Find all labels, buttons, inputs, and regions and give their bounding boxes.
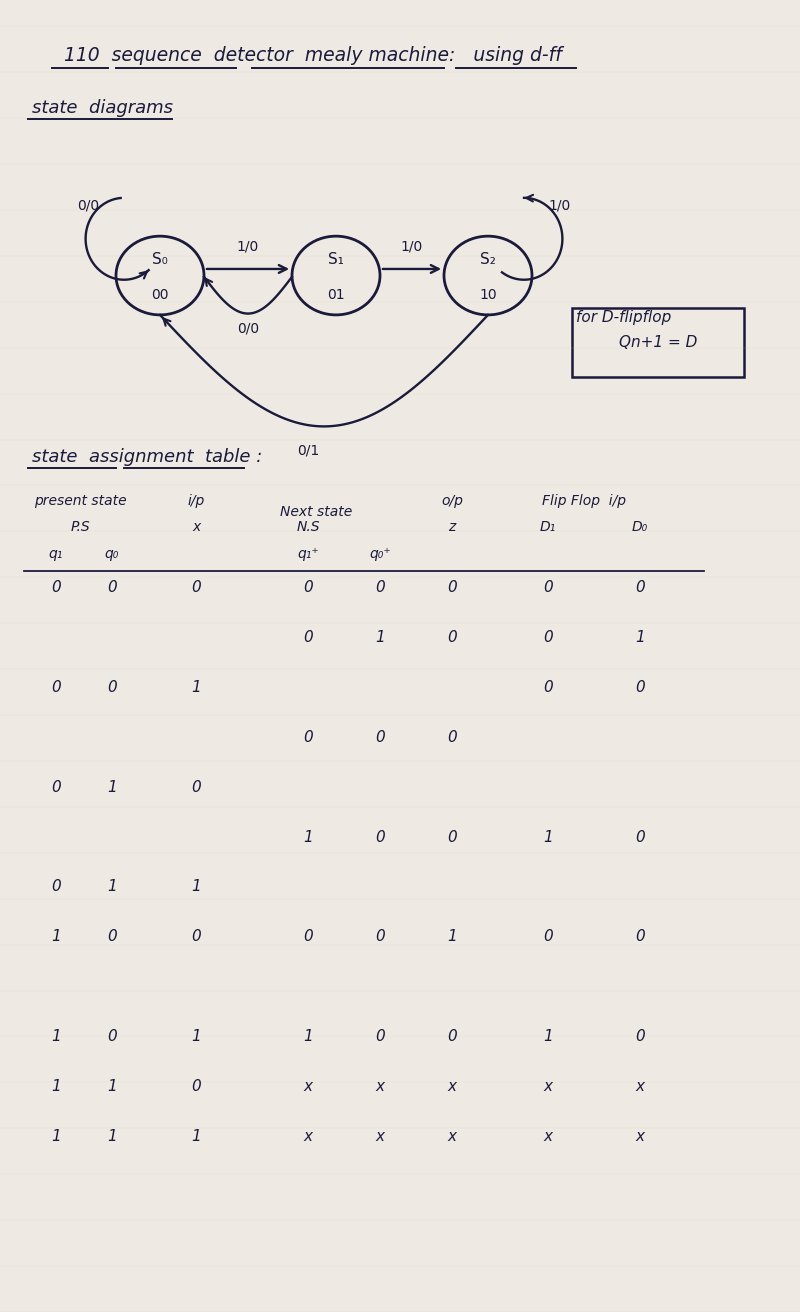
Text: 0/0: 0/0 xyxy=(237,321,259,335)
Text: 0: 0 xyxy=(375,829,385,845)
Text: q₁⁺: q₁⁺ xyxy=(297,547,319,560)
Text: S₂: S₂ xyxy=(480,252,496,268)
Text: 0: 0 xyxy=(635,580,645,596)
Text: 0: 0 xyxy=(543,680,553,695)
Text: 00: 00 xyxy=(151,289,169,302)
Text: 1: 1 xyxy=(375,630,385,646)
Text: x: x xyxy=(543,1078,553,1094)
Text: 1: 1 xyxy=(107,1128,117,1144)
Text: state  diagrams: state diagrams xyxy=(32,98,173,117)
Text: z: z xyxy=(448,521,456,534)
Text: 0: 0 xyxy=(635,829,645,845)
Text: N.S: N.S xyxy=(296,521,320,534)
Text: x: x xyxy=(303,1078,313,1094)
Text: x: x xyxy=(303,1128,313,1144)
Text: x: x xyxy=(635,1128,645,1144)
Text: 1/0: 1/0 xyxy=(549,199,571,213)
Text: 0: 0 xyxy=(51,680,61,695)
Text: 1: 1 xyxy=(191,1029,201,1044)
Text: 0: 0 xyxy=(375,580,385,596)
Text: q₀⁺: q₀⁺ xyxy=(369,547,391,560)
Text: 0: 0 xyxy=(447,630,457,646)
Text: 0: 0 xyxy=(543,929,553,945)
Text: 0: 0 xyxy=(375,929,385,945)
Text: 1: 1 xyxy=(51,1078,61,1094)
Text: 0: 0 xyxy=(107,680,117,695)
Text: 0: 0 xyxy=(303,630,313,646)
Text: 1: 1 xyxy=(543,829,553,845)
Text: 0: 0 xyxy=(635,1029,645,1044)
Text: 0: 0 xyxy=(51,879,61,895)
Text: 1: 1 xyxy=(107,779,117,795)
Text: 1: 1 xyxy=(51,929,61,945)
Text: 0/0: 0/0 xyxy=(77,199,99,213)
Text: x: x xyxy=(375,1128,385,1144)
Text: 0: 0 xyxy=(635,680,645,695)
Text: 0: 0 xyxy=(635,929,645,945)
Text: Flip Flop  i/p: Flip Flop i/p xyxy=(542,495,626,508)
Text: 0: 0 xyxy=(191,1078,201,1094)
Text: 1: 1 xyxy=(51,1029,61,1044)
Text: 10: 10 xyxy=(479,289,497,302)
Text: 0: 0 xyxy=(107,929,117,945)
Text: 0: 0 xyxy=(303,929,313,945)
Text: 0: 0 xyxy=(543,580,553,596)
Text: x: x xyxy=(447,1078,457,1094)
Text: q₀: q₀ xyxy=(105,547,119,560)
Text: x: x xyxy=(635,1078,645,1094)
Text: 0: 0 xyxy=(51,580,61,596)
Text: present state: present state xyxy=(34,495,126,508)
Text: 1: 1 xyxy=(543,1029,553,1044)
Text: D₁: D₁ xyxy=(540,521,556,534)
Text: 0: 0 xyxy=(447,729,457,745)
Text: 0: 0 xyxy=(375,729,385,745)
Text: x: x xyxy=(543,1128,553,1144)
Text: P.S: P.S xyxy=(70,521,90,534)
Text: 0: 0 xyxy=(191,779,201,795)
Text: 1: 1 xyxy=(447,929,457,945)
Text: 0: 0 xyxy=(375,1029,385,1044)
Text: 1: 1 xyxy=(51,1128,61,1144)
Text: 1/0: 1/0 xyxy=(237,240,259,253)
Text: o/p: o/p xyxy=(441,495,463,508)
Text: S₀: S₀ xyxy=(152,252,168,268)
Text: state  assignment  table :: state assignment table : xyxy=(32,447,262,466)
Text: 0: 0 xyxy=(191,929,201,945)
Text: 0: 0 xyxy=(107,1029,117,1044)
Text: 0/1: 0/1 xyxy=(297,443,319,457)
Text: 0: 0 xyxy=(51,779,61,795)
Text: x: x xyxy=(447,1128,457,1144)
Text: 0: 0 xyxy=(447,1029,457,1044)
Text: 01: 01 xyxy=(327,289,345,302)
Text: i/p: i/p xyxy=(187,495,205,508)
Text: 0: 0 xyxy=(107,580,117,596)
Text: S₁: S₁ xyxy=(328,252,344,268)
Text: 1: 1 xyxy=(191,680,201,695)
Text: 1: 1 xyxy=(635,630,645,646)
Text: 0: 0 xyxy=(447,829,457,845)
Text: 1: 1 xyxy=(107,879,117,895)
Text: 0: 0 xyxy=(191,580,201,596)
Text: x: x xyxy=(192,521,200,534)
Text: 0: 0 xyxy=(543,630,553,646)
Text: Next state: Next state xyxy=(280,505,352,518)
Text: x: x xyxy=(375,1078,385,1094)
Text: q₁: q₁ xyxy=(49,547,63,560)
Text: 110  sequence  detector  mealy machine:   using d-ff: 110 sequence detector mealy machine: usi… xyxy=(64,46,562,64)
Text: 1: 1 xyxy=(303,1029,313,1044)
Text: Qn+1 = D: Qn+1 = D xyxy=(619,335,697,350)
Text: 1: 1 xyxy=(303,829,313,845)
Text: for D-flipflop: for D-flipflop xyxy=(576,310,671,325)
Text: 0: 0 xyxy=(303,580,313,596)
Text: 0: 0 xyxy=(447,580,457,596)
Text: 1: 1 xyxy=(107,1078,117,1094)
Text: 1: 1 xyxy=(191,879,201,895)
Text: 1: 1 xyxy=(191,1128,201,1144)
Text: 0: 0 xyxy=(303,729,313,745)
Text: D₀: D₀ xyxy=(632,521,648,534)
Text: 1/0: 1/0 xyxy=(401,240,423,253)
